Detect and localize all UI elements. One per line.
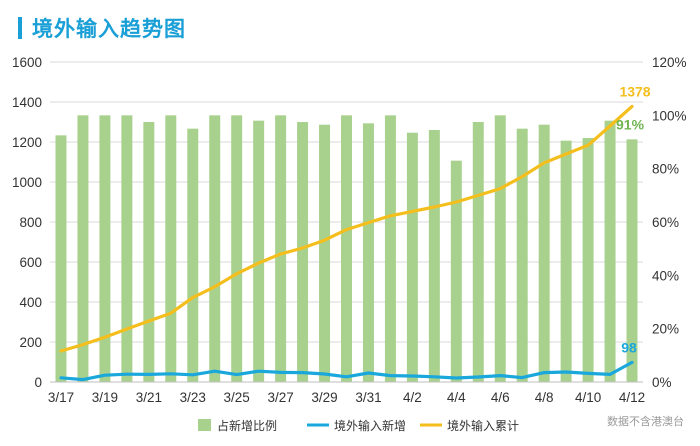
- right-axis-tick-label: 80%: [652, 162, 679, 177]
- x-axis-tick-label: 3/17: [48, 390, 74, 405]
- left-axis-tick-label: 1600: [12, 55, 42, 70]
- bar-ratio: [604, 120, 616, 383]
- right-axis-tick-label: 100%: [652, 108, 687, 123]
- right-axis-tick-label: 20%: [652, 322, 679, 337]
- x-axis-tick-label: 3/27: [267, 390, 293, 405]
- left-axis-tick-label: 400: [19, 295, 42, 310]
- x-axis-tick-label: 4/12: [619, 390, 645, 405]
- left-axis-tick-label: 600: [19, 255, 42, 270]
- x-axis-tick-label: 3/19: [92, 390, 118, 405]
- legend-item-ratio-swatch: [198, 419, 211, 431]
- right-axis-tick-label: 60%: [652, 215, 679, 230]
- bar-ratio: [209, 115, 221, 382]
- chart-title: 境外输入趋势图: [32, 18, 186, 41]
- bar-ratio: [516, 128, 528, 382]
- bar-ratio: [253, 120, 265, 383]
- legend-item-new-label: 境外输入新增: [334, 418, 406, 433]
- left-axis-tick-label: 0: [34, 375, 42, 390]
- left-axis-tick-label: 1400: [12, 95, 42, 110]
- x-axis-tick-label: 4/8: [535, 390, 554, 405]
- source-note: 数据不含港澳台: [607, 414, 684, 428]
- left-axis-tick-label: 200: [19, 335, 42, 350]
- bar-ratio: [428, 130, 440, 382]
- line-cumulative-imported: [59, 104, 634, 353]
- x-axis-tick-label: 4/4: [447, 390, 466, 405]
- bar-ratio: [165, 115, 177, 382]
- bar-ratio: [297, 122, 309, 382]
- annotation-new-last: 98: [621, 339, 637, 355]
- right-axis-tick-label: 120%: [652, 55, 687, 70]
- bar-ratio: [626, 139, 638, 382]
- bar-ratio: [494, 115, 506, 382]
- x-axis-tick-label: 4/2: [403, 390, 422, 405]
- bar-ratio: [77, 115, 89, 382]
- line-new-imported: [59, 360, 634, 382]
- title-accent-bar: [18, 17, 22, 39]
- bar-ratio: [143, 122, 155, 382]
- left-axis-tick-label: 1200: [12, 135, 42, 150]
- bar-ratio: [362, 123, 374, 382]
- right-axis-tick-label: 40%: [652, 268, 679, 283]
- title-block: 境外输入趋势图: [18, 15, 186, 41]
- x-axis-tick-label: 3/23: [180, 390, 206, 405]
- x-axis-tick-label: 3/21: [136, 390, 162, 405]
- bar-ratio: [472, 122, 484, 382]
- bar-ratio: [560, 140, 572, 382]
- x-axis-tick-label: 4/10: [575, 390, 601, 405]
- bar-ratio: [341, 115, 352, 382]
- bar-ratio: [121, 115, 133, 382]
- bar-ratio: [187, 128, 199, 382]
- x-axis-tick-label: 3/29: [311, 390, 337, 405]
- bar-ratio: [319, 124, 331, 383]
- bar-ratio: [384, 115, 396, 382]
- bar-ratio: [406, 132, 418, 382]
- bar-ratio: [582, 138, 594, 382]
- annotation-ratio-last: 91%: [616, 116, 645, 132]
- legend-item-ratio-label: 占新增比例: [217, 418, 277, 433]
- bar-ratio: [275, 115, 287, 382]
- bar-ratio: [231, 115, 243, 382]
- x-axis-tick-label: 3/31: [355, 390, 381, 405]
- bar-ratio: [99, 115, 111, 382]
- bar-ratio: [55, 135, 67, 382]
- left-axis-tick-label: 1000: [12, 175, 42, 190]
- right-axis-tick-label: 0%: [652, 375, 672, 390]
- left-axis-tick-label: 800: [19, 215, 42, 230]
- bar-ratio: [538, 124, 550, 383]
- x-axis-tick-label: 4/6: [491, 390, 510, 405]
- annotation-cumulative-last: 1378: [619, 83, 650, 99]
- legend-item-cumulative-label: 境外输入累计: [447, 418, 519, 433]
- bar-ratio: [450, 160, 462, 382]
- x-axis-tick-label: 3/25: [224, 390, 250, 405]
